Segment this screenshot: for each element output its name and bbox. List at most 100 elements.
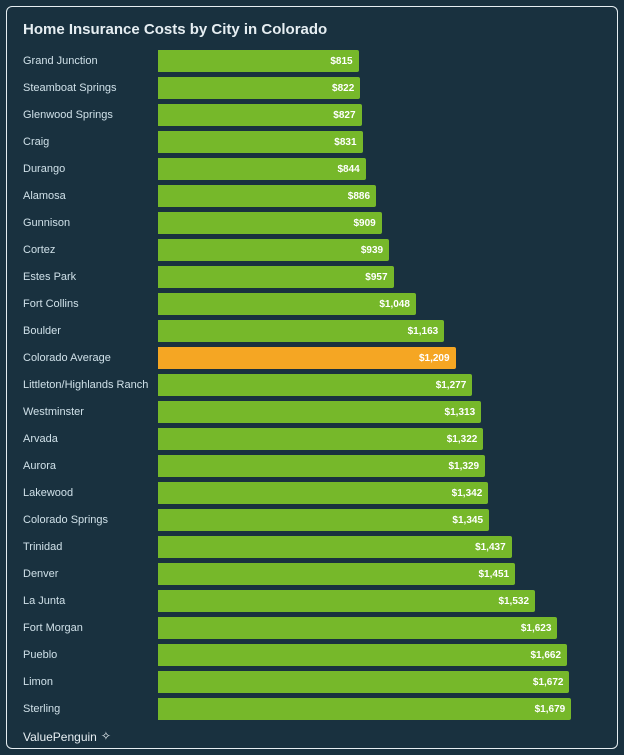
bar-label: Limon bbox=[23, 676, 158, 688]
bar-label: Steamboat Springs bbox=[23, 82, 158, 94]
bar-row: Sterling $1,679 bbox=[23, 698, 601, 720]
bar-label: Craig bbox=[23, 136, 158, 148]
bar-track: $1,313 bbox=[158, 401, 601, 423]
bar-row: La Junta $1,532 bbox=[23, 590, 601, 612]
bar: $1,048 bbox=[158, 293, 416, 315]
bar-track: $844 bbox=[158, 158, 601, 180]
bar: $1,342 bbox=[158, 482, 488, 504]
bar-label: Fort Morgan bbox=[23, 622, 158, 634]
bar-row: Craig$831 bbox=[23, 131, 601, 153]
bar-track: $1,048 bbox=[158, 293, 601, 315]
bar: $1,679 bbox=[158, 698, 571, 720]
bar-row: Littleton/Highlands Ranch$1,277 bbox=[23, 374, 601, 396]
bar-row: Durango $844 bbox=[23, 158, 601, 180]
bar-track: $1,163 bbox=[158, 320, 601, 342]
bar-value: $844 bbox=[337, 164, 359, 175]
bar-track: $1,342 bbox=[158, 482, 601, 504]
bar-row: Steamboat Springs $822 bbox=[23, 77, 601, 99]
bar-row: Fort Morgan$1,623 bbox=[23, 617, 601, 639]
bar-label: Cortez bbox=[23, 244, 158, 256]
bar-row: Fort Collins $1,048 bbox=[23, 293, 601, 315]
bar-label: La Junta bbox=[23, 595, 158, 607]
bar-row: Colorado Average $1,209 bbox=[23, 347, 601, 369]
bar-label: Estes Park bbox=[23, 271, 158, 283]
brand-label: ValuePenguin bbox=[23, 730, 97, 744]
bar: $1,437 bbox=[158, 536, 512, 558]
bar-value: $1,209 bbox=[419, 353, 450, 364]
bar-value: $909 bbox=[353, 218, 375, 229]
bar-label: Colorado Springs bbox=[23, 514, 158, 526]
bar-row: Boulder$1,163 bbox=[23, 320, 601, 342]
bar: $822 bbox=[158, 77, 360, 99]
bar-value: $1,437 bbox=[475, 542, 506, 553]
bar-highlight: $1,209 bbox=[158, 347, 456, 369]
bar-label: Colorado Average bbox=[23, 352, 158, 364]
bar-row: Grand Junction$815 bbox=[23, 50, 601, 72]
bar: $1,662 bbox=[158, 644, 567, 666]
bar-value: $1,532 bbox=[498, 596, 529, 607]
bar: $815 bbox=[158, 50, 359, 72]
bar-value: $1,313 bbox=[445, 407, 476, 418]
bar-track: $1,451 bbox=[158, 563, 601, 585]
bar-track: $939 bbox=[158, 239, 601, 261]
bar-track: $1,672 bbox=[158, 671, 601, 693]
bar-label: Fort Collins bbox=[23, 298, 158, 310]
brand-logo-icon: ✧ bbox=[101, 729, 111, 743]
bar-value: $827 bbox=[333, 110, 355, 121]
bar-row: Cortez$939 bbox=[23, 239, 601, 261]
bar-row: Colorado Springs $1,345 bbox=[23, 509, 601, 531]
bar-track: $1,277 bbox=[158, 374, 601, 396]
bar-label: Littleton/Highlands Ranch bbox=[23, 379, 158, 391]
bar-label: Boulder bbox=[23, 325, 158, 337]
bar-row: Westminster $1,313 bbox=[23, 401, 601, 423]
bar-track: $815 bbox=[158, 50, 601, 72]
bar-track: $1,662 bbox=[158, 644, 601, 666]
bar: $886 bbox=[158, 185, 376, 207]
bar: $939 bbox=[158, 239, 389, 261]
bar-value: $1,342 bbox=[452, 488, 483, 499]
bar-value: $1,345 bbox=[452, 515, 483, 526]
bar-chart: Grand Junction$815Steamboat Springs$822G… bbox=[23, 50, 601, 720]
bar: $1,345 bbox=[158, 509, 489, 531]
chart-footer: ValuePenguin ✧ bbox=[23, 730, 601, 744]
bar-label: Westminster bbox=[23, 406, 158, 418]
bar-value: $1,451 bbox=[479, 569, 510, 580]
bar-label: Pueblo bbox=[23, 649, 158, 661]
bar-row: Denver$1,451 bbox=[23, 563, 601, 585]
bar-track: $957 bbox=[158, 266, 601, 288]
bar: $1,322 bbox=[158, 428, 483, 450]
bar-label: Sterling bbox=[23, 703, 158, 715]
bar-value: $1,329 bbox=[448, 461, 479, 472]
bar: $1,532 bbox=[158, 590, 535, 612]
bar-row: Aurora $1,329 bbox=[23, 455, 601, 477]
bar-track: $1,437 bbox=[158, 536, 601, 558]
bar-label: Trinidad bbox=[23, 541, 158, 553]
bar-value: $1,048 bbox=[379, 299, 410, 310]
bar: $844 bbox=[158, 158, 366, 180]
bar: $1,329 bbox=[158, 455, 485, 477]
bar-track: $1,322 bbox=[158, 428, 601, 450]
bar-track: $1,329 bbox=[158, 455, 601, 477]
bar-track: $886 bbox=[158, 185, 601, 207]
bar: $831 bbox=[158, 131, 363, 153]
bar-row: Gunnison $909 bbox=[23, 212, 601, 234]
bar-track: $831 bbox=[158, 131, 601, 153]
bar-track: $909 bbox=[158, 212, 601, 234]
bar-track: $827 bbox=[158, 104, 601, 126]
bar-label: Grand Junction bbox=[23, 55, 158, 67]
bar: $1,163 bbox=[158, 320, 444, 342]
bar-track: $1,532 bbox=[158, 590, 601, 612]
bar-value: $1,679 bbox=[535, 704, 566, 715]
bar-label: Durango bbox=[23, 163, 158, 175]
bar-row: Limon$1,672 bbox=[23, 671, 601, 693]
bar-label: Alamosa bbox=[23, 190, 158, 202]
bar: $1,451 bbox=[158, 563, 515, 585]
bar-label: Gunnison bbox=[23, 217, 158, 229]
bar-row: Estes Park$957 bbox=[23, 266, 601, 288]
bar-track: $1,679 bbox=[158, 698, 601, 720]
bar-track: $1,623 bbox=[158, 617, 601, 639]
bar-row: Lakewood$1,342 bbox=[23, 482, 601, 504]
bar-value: $822 bbox=[332, 83, 354, 94]
bar-label: Glenwood Springs bbox=[23, 109, 158, 121]
bar-label: Aurora bbox=[23, 460, 158, 472]
